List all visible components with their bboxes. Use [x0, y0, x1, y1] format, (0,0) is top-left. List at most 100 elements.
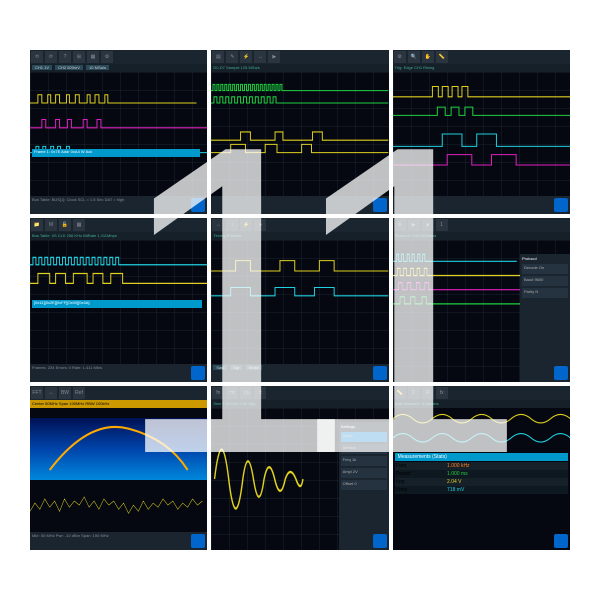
waveform-area[interactable]	[211, 72, 388, 196]
table-header: Measurements (Stats)	[395, 453, 568, 461]
brand-logo-icon	[191, 366, 205, 380]
toolbar-btn[interactable]: ⚡	[240, 51, 252, 63]
settings-row[interactable]: Ampl 2V	[341, 468, 387, 478]
scope-panel-2: ▤ ✎ ⚡ ↔ ▶ D0-D7 Sample 125 MSa/s	[211, 50, 388, 214]
scope-toolbar: 📏 Σ R fx	[393, 386, 570, 400]
scope-panel-1: ⟲ ⟳ ? ⊞ ▦ ⚙ CH1 1V CH2 500mV 10 MSa/s	[30, 50, 207, 214]
waveform-area[interactable]: [0x11][0x2E][0xFF][0x00][0x4A]	[30, 240, 207, 364]
toolbar-btn[interactable]: ⚙	[101, 51, 113, 63]
label-badge: Noise	[246, 365, 262, 370]
settings-row[interactable]: Decode On	[522, 264, 568, 274]
panel-title: Settings	[341, 424, 387, 429]
settings-row[interactable]: Parity N	[522, 288, 568, 298]
toolbar-btn[interactable]: Hz	[226, 387, 238, 399]
toolbar-btn[interactable]: ⟳	[45, 51, 57, 63]
brand-logo-icon	[191, 534, 205, 548]
settings-row[interactable]: Offset 0	[341, 480, 387, 490]
spectrum-area[interactable]	[30, 408, 207, 532]
scope-status-bar: Saw Sqr Noise	[211, 364, 388, 382]
channel-badge: CH2 500mV	[55, 65, 83, 70]
toolbar-btn[interactable]: 📏	[436, 51, 448, 63]
toolbar-btn[interactable]: Ref	[73, 387, 85, 399]
toolbar-btn[interactable]: ▤	[212, 51, 224, 63]
scope-status-bar: Bus Table: BUS[1]: Clock SCL = 1.5 Sec D…	[30, 196, 207, 214]
toolbar-btn[interactable]: ⟲	[31, 51, 43, 63]
toolbar-btn[interactable]: Σ	[408, 387, 420, 399]
toolbar-btn[interactable]: 📏	[394, 387, 406, 399]
scope-toolbar: ⟲ ⟳ ? ⊞ ▦ ⚙	[30, 50, 207, 64]
scope-info-bar: Trig: Edge CH1 Rising	[393, 64, 570, 72]
toolbar-btn[interactable]: BW	[59, 387, 71, 399]
decode-overlay: Frame 1: 0x7E Addr 0xA4 W Ack	[32, 149, 200, 157]
toolbar-btn[interactable]: ⚙	[394, 219, 406, 231]
toolbar-btn[interactable]: Vp	[240, 387, 252, 399]
scope-panel-8: fn Hz Vp ± Sine 1.00 kHz 2.00 Vpp Settin…	[211, 386, 388, 550]
toolbar-btn[interactable]: R	[422, 387, 434, 399]
toolbar-btn[interactable]: ?	[59, 51, 71, 63]
scope-grid: ⟲ ⟳ ? ⊞ ▦ ⚙ CH1 1V CH2 500mV 10 MSa/s	[30, 50, 570, 550]
toolbar-btn[interactable]: ●	[254, 219, 266, 231]
scope-toolbar: FFT ↔ BW Ref	[30, 386, 207, 400]
scope-panel-5: ↔ ↕ ⚡ ● Timing 50ns/div Saw Sqr Noise	[211, 218, 388, 382]
table-row: Vrms 718 mV	[395, 486, 568, 494]
sample-badge: 10 MSa/s	[86, 65, 109, 70]
toolbar-btn[interactable]: ↕	[226, 219, 238, 231]
toolbar-btn[interactable]: 🔍	[408, 51, 420, 63]
toolbar-btn[interactable]: 📁	[31, 219, 43, 231]
scope-info-bar: Bus Table: IIS CLK 256 KHz BitRate 1.411…	[30, 232, 207, 240]
decode-overlay: [0x11][0x2E][0xFF][0x00][0x4A]	[32, 300, 202, 308]
toolbar-btn[interactable]: ▶	[268, 51, 280, 63]
toolbar-btn[interactable]: ▦	[87, 51, 99, 63]
toolbar-btn[interactable]: ⚙	[394, 51, 406, 63]
settings-row[interactable]: Vertical	[341, 444, 387, 454]
toolbar-btn[interactable]: ↔	[45, 387, 57, 399]
measurement-table: Measurements (Stats) Freq 1.000 kHz Peri…	[395, 453, 568, 494]
scope-toolbar: ⚙ 🔍 ✋ 📏	[393, 50, 570, 64]
label-badge: Saw	[213, 365, 227, 370]
scope-info-bar: D0-D7 Sample 125 MSa/s	[211, 64, 388, 72]
toolbar-btn[interactable]: ✋	[422, 51, 434, 63]
scope-info-bar: Auto Measure: 8 params	[393, 400, 570, 408]
table-row: Freq 1.000 kHz	[395, 462, 568, 470]
scope-info-bar: Sine 1.00 kHz 2.00 Vpp	[211, 400, 388, 408]
toolbar-btn[interactable]: 🔓	[59, 219, 71, 231]
toolbar-btn[interactable]: fx	[436, 387, 448, 399]
toolbar-btn[interactable]: ▶	[408, 219, 420, 231]
toolbar-btn[interactable]: FFT	[31, 387, 43, 399]
toolbar-btn[interactable]: ±	[254, 387, 266, 399]
settings-row[interactable]: Noise	[341, 432, 387, 442]
label-badge: Sqr	[230, 365, 242, 370]
brand-logo-icon	[554, 198, 568, 212]
scope-panel-3: ⚙ 🔍 ✋ 📏 Trig: Edge CH1 Rising	[393, 50, 570, 214]
toolbar-btn[interactable]: ⊞	[73, 51, 85, 63]
toolbar-btn[interactable]: M	[45, 219, 57, 231]
scope-panel-7: FFT ↔ BW Ref Center 50MHz Span 100MHz RB…	[30, 386, 207, 550]
waveform-area[interactable]	[393, 72, 570, 196]
toolbar-btn[interactable]: fn	[212, 387, 224, 399]
scope-toolbar: fn Hz Vp ±	[211, 386, 388, 400]
waveform-area[interactable]: Protocol Decode On Baud 9600 Parity N	[393, 240, 570, 382]
waveform-area[interactable]: Settings Noise Vertical Freq 1k Ampl 2V …	[211, 408, 388, 550]
brand-logo-icon	[373, 198, 387, 212]
toolbar-btn[interactable]: 1	[436, 219, 448, 231]
scope-panel-6: ⚙ ▶ ■ 1 Protocol: CAN 500kbps Protocol D…	[393, 218, 570, 382]
settings-row[interactable]: Freq 1k	[341, 456, 387, 466]
waveform-area[interactable]: Measurements (Stats) Freq 1.000 kHz Peri…	[393, 408, 570, 550]
waveform-area[interactable]: Frame 1: 0x7E Addr 0xA4 W Ack	[30, 72, 207, 196]
brand-logo-icon	[373, 366, 387, 380]
toolbar-btn[interactable]: ■	[422, 219, 434, 231]
table-row: Vpp 2.04 V	[395, 478, 568, 486]
scope-status-bar: Mkr: 50 MHz Pwr: -10 dBm Span: 100 MHz	[30, 532, 207, 550]
toolbar-btn[interactable]: ↔	[254, 51, 266, 63]
panel-title: Protocol	[522, 256, 568, 261]
toolbar-btn[interactable]: ▦	[73, 219, 85, 231]
toolbar-btn[interactable]: ↔	[212, 219, 224, 231]
scope-panel-4: 📁 M 🔓 ▦ Bus Table: IIS CLK 256 KHz BitRa…	[30, 218, 207, 382]
scope-info-bar: Timing 50ns/div	[211, 232, 388, 240]
settings-row[interactable]: Baud 9600	[522, 276, 568, 286]
waveform-area[interactable]	[211, 240, 388, 364]
toolbar-btn[interactable]: ⚡	[240, 219, 252, 231]
scope-status-bar: Frames: 234 Errors: 0 Rate: 1.411 Mb/s	[30, 364, 207, 382]
toolbar-btn[interactable]: ✎	[226, 51, 238, 63]
channel-badge: CH1 1V	[32, 65, 52, 70]
